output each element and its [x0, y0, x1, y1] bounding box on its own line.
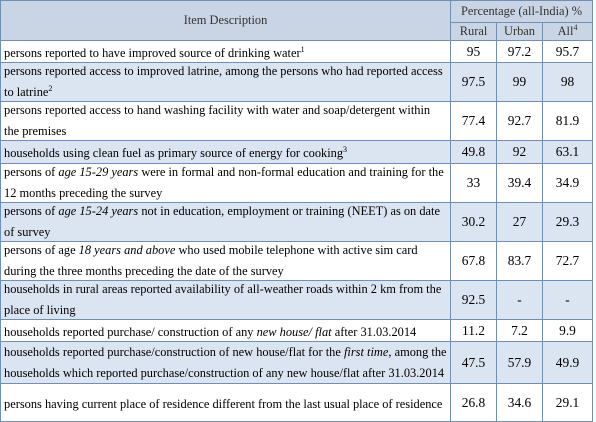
table-row: persons of age 15-29 years were in forma… — [0, 162, 594, 203]
item-description: persons reported to have improved source… — [0, 39, 451, 64]
table-body: persons reported to have improved source… — [0, 39, 594, 422]
desc-text-cont: after 31.03.2014 — [331, 325, 417, 340]
urban-value: 34.6 — [496, 383, 543, 422]
all-value: 29.1 — [541, 383, 594, 422]
desc-text-cont: who used mobile telephone with active si… — [4, 242, 418, 278]
all-value: 72.7 — [541, 240, 594, 281]
item-description-header: Item Description — [0, 0, 451, 41]
rural-header: Rural — [450, 22, 497, 41]
rural-value: 97.5 — [450, 62, 497, 103]
table-row: households reported purchase/constructio… — [0, 341, 594, 385]
item-description: households reported purchase/ constructi… — [0, 318, 451, 343]
urban-value: - — [496, 279, 543, 321]
footnote-mark: 1 — [300, 45, 305, 54]
table-row: persons reported access to improved latr… — [0, 62, 594, 103]
table-row: households in rural areas reported avail… — [0, 279, 594, 321]
rural-value: 11.2 — [450, 318, 497, 343]
item-description: persons of age 15-29 years were in forma… — [0, 162, 451, 203]
table-row: persons reported access to hand washing … — [0, 101, 594, 142]
urban-value: 27 — [496, 201, 543, 242]
item-description: households in rural areas reported avail… — [0, 279, 451, 321]
desc-text: households reported purchase/constructio… — [4, 344, 344, 359]
rural-value: 95 — [450, 39, 497, 64]
all-value: - — [541, 279, 594, 321]
rural-value: 49.8 — [450, 140, 497, 164]
footnote-mark: 3 — [343, 145, 348, 155]
desc-text-cont: , among the households which reported pu… — [4, 344, 447, 380]
desc-italic: first time — [343, 344, 389, 359]
item-description: households reported purchase/constructio… — [0, 341, 451, 385]
table-row: persons reported to have improved source… — [0, 39, 594, 64]
urban-value: 92 — [496, 140, 543, 164]
desc-text: households in rural areas reported avail… — [4, 281, 442, 317]
rural-value: 26.8 — [450, 383, 497, 422]
rural-value: 33 — [450, 162, 497, 203]
item-description: persons having current place of residenc… — [0, 383, 451, 422]
all-value: 98 — [541, 62, 594, 103]
desc-italic: age 15-24 years — [58, 203, 139, 218]
table-row: households reported purchase/ constructi… — [0, 318, 594, 343]
rural-value: 77.4 — [450, 101, 497, 142]
rural-value: 47.5 — [450, 341, 497, 385]
footnote-mark: 2 — [48, 84, 53, 94]
all-value: 34.9 — [541, 162, 594, 203]
urban-header: Urban — [496, 22, 543, 41]
desc-italic: 18 years and above — [78, 242, 176, 257]
desc-text: persons reported to have improved source… — [4, 46, 301, 61]
desc-text: households using clean fuel as primary s… — [4, 146, 344, 161]
table-row: persons of age 18 years and above who us… — [0, 240, 594, 281]
table-row: households using clean fuel as primary s… — [0, 140, 594, 164]
desc-text: persons reported access to hand washing … — [4, 103, 431, 139]
desc-text-cont: were in formal and non-formal education … — [4, 164, 444, 200]
item-description: persons of age 15-24 years not in educat… — [0, 201, 451, 242]
table-row: persons having current place of residenc… — [0, 383, 594, 422]
desc-text: persons reported access to improved latr… — [4, 64, 443, 100]
urban-value: 97.2 — [496, 39, 543, 64]
all-header: All4 — [541, 22, 594, 41]
urban-value: 39.4 — [496, 162, 543, 203]
rural-value: 30.2 — [450, 201, 497, 242]
item-description: households using clean fuel as primary s… — [0, 140, 451, 164]
desc-text: persons of — [4, 203, 59, 218]
item-description: persons reported access to improved latr… — [0, 62, 451, 103]
percentage-header: Percentage (all-India) % — [449, 0, 594, 23]
desc-text: persons of — [4, 164, 59, 179]
urban-value: 7.2 — [496, 318, 543, 343]
item-description: persons reported access to hand washing … — [0, 101, 451, 142]
all-value: 63.1 — [541, 140, 594, 164]
desc-italic: age 15-29 years — [58, 164, 139, 179]
rural-value: 67.8 — [450, 240, 497, 281]
desc-text: persons of age — [4, 242, 79, 257]
item-description: persons of age 18 years and above who us… — [0, 240, 451, 281]
all-value: 81.9 — [541, 101, 594, 142]
desc-text: persons having current place of residenc… — [4, 397, 443, 412]
all-label: All — [557, 24, 574, 39]
desc-italic: new house/ flat — [256, 325, 332, 340]
all-value: 95.7 — [541, 39, 594, 64]
all-value: 49.9 — [541, 341, 594, 385]
all-footnote-mark: 4 — [573, 23, 578, 33]
urban-value: 99 — [496, 62, 543, 103]
table-row: persons of age 15-24 years not in educat… — [0, 201, 594, 242]
urban-value: 57.9 — [496, 341, 543, 385]
desc-text: households reported purchase/ constructi… — [4, 325, 257, 340]
desc-text-cont: not in education, employment or training… — [4, 203, 440, 239]
all-value: 9.9 — [541, 318, 594, 343]
rural-value: 92.5 — [450, 279, 497, 321]
urban-value: 83.7 — [496, 240, 543, 281]
all-value: 29.3 — [541, 201, 594, 242]
urban-value: 92.7 — [496, 101, 543, 142]
